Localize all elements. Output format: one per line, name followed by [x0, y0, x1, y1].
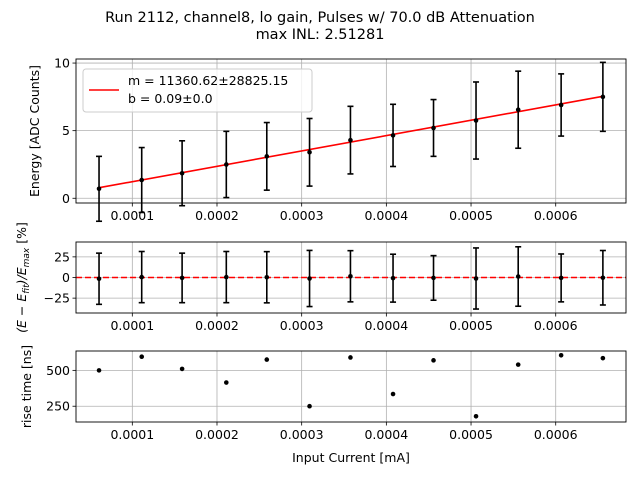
energy-legend: m = 11360.62±28825.15 b = 0.09±0.0 [82, 68, 313, 113]
energy-data-point [307, 149, 312, 155]
energy-ytick-label: 0 [62, 191, 70, 206]
residual-ylabel-sub1: fit [22, 284, 32, 294]
energy-data-point [390, 133, 396, 138]
energy-data-point [431, 125, 436, 131]
energy-ylabel: Energy [ADC Counts] [27, 65, 42, 197]
residual-data-point [431, 275, 436, 281]
risetime-xlabel: Input Current [mA] [292, 450, 410, 465]
risetime-data-point [224, 380, 229, 385]
risetime-ylabel: rise time [ns] [19, 345, 34, 428]
risetime-data-point [348, 355, 353, 360]
residual-data-point [348, 273, 353, 279]
residual-xtick-label: 0.0005 [449, 318, 493, 333]
risetime-ticks: 0.0001 0.0002 0.0003 0.0004 0.0005 0.0006 250 5… [46, 363, 577, 442]
risetime-data-point [473, 413, 479, 419]
residual-points [96, 245, 606, 310]
risetime-xtick-label: 0.0005 [449, 427, 493, 442]
residual-data-point [515, 274, 521, 279]
energy-data-point [139, 177, 145, 183]
energy-xtick-label: 0.0002 [195, 208, 239, 223]
risetime-ytick-label: 500 [46, 363, 70, 378]
risetime-data-point [179, 366, 185, 372]
residual-data-point [558, 275, 564, 281]
residual-xtick-label: 0.0006 [534, 318, 578, 333]
risetime-axes-frame [75, 350, 627, 423]
residual-panel: 0.0001 0.0002 0.0003 0.0004 0.0005 0.0006 −25 0… [14, 222, 627, 333]
residual-axes-frame [75, 241, 627, 314]
energy-data-point [179, 170, 185, 176]
residual-data-point [96, 276, 102, 282]
risetime-ytick-label: 250 [46, 399, 70, 414]
risetime-xtick-label: 0.0001 [110, 427, 154, 442]
energy-data-point [264, 154, 270, 159]
energy-data-point [224, 162, 229, 167]
energy-data-point [348, 137, 353, 143]
residual-data-point [473, 276, 479, 281]
residual-data-point [224, 274, 229, 280]
risetime-data-point [390, 391, 396, 397]
title-line-2: max INL: 2.51281 [256, 27, 385, 43]
risetime-xtick-label: 0.0004 [364, 427, 408, 442]
residual-ytick-label: −25 [44, 291, 70, 306]
energy-data-point [96, 186, 102, 192]
risetime-data-point [600, 355, 606, 361]
residual-data-point [390, 275, 396, 281]
residual-data-point [179, 275, 185, 281]
legend-entry-slope: m = 11360.62±28825.15 [128, 73, 288, 88]
energy-data-point [558, 102, 564, 108]
energy-xtick-label: 0.0004 [364, 208, 408, 223]
residual-ticks: 0.0001 0.0002 0.0003 0.0004 0.0005 0.0006 −25 0… [44, 249, 578, 333]
risetime-data-point [558, 353, 564, 358]
legend-box [82, 68, 313, 113]
residual-ytick-label: 25 [54, 249, 70, 264]
residual-xtick-label: 0.0001 [110, 318, 154, 333]
residual-xtick-label: 0.0004 [364, 318, 408, 333]
energy-panel: 0.0001 0.0002 0.0003 0.0004 0.0005 0.0006 0 5 10… [27, 56, 627, 223]
energy-ytick-label: 5 [62, 123, 70, 138]
risetime-data-point [431, 358, 436, 363]
energy-ticks: 0.0001 0.0002 0.0003 0.0004 0.0005 0.0006 0 5 10 [54, 56, 578, 223]
risetime-xtick-label: 0.0003 [280, 427, 324, 442]
residual-data-point [600, 275, 606, 281]
risetime-data-point [139, 354, 145, 360]
energy-points [96, 61, 606, 223]
residual-ylabel-base: (E − E [14, 294, 29, 333]
residual-ylabel-sub2: max [22, 247, 32, 267]
title-line-1: Run 2112, channel8, lo gain, Pulses w/ 7… [105, 10, 535, 26]
energy-xtick-label: 0.0003 [280, 208, 324, 223]
energy-xtick-label: 0.0001 [110, 208, 154, 223]
residual-ytick-label: 0 [62, 270, 70, 285]
residual-data-point [307, 276, 312, 281]
risetime-grid [76, 351, 626, 422]
residual-ylabel-tail: [%] [14, 222, 29, 248]
risetime-data-point [96, 368, 102, 373]
energy-ytick-label: 10 [54, 56, 70, 71]
energy-xtick-label: 0.0006 [534, 208, 578, 223]
legend-entry-intercept: b = 0.09±0.0 [128, 91, 213, 106]
residual-xtick-label: 0.0002 [195, 318, 239, 333]
residual-ylabel-mid: )/E [14, 267, 29, 285]
residual-xtick-label: 0.0003 [280, 318, 324, 333]
energy-data-point [600, 94, 606, 100]
risetime-points [96, 353, 606, 419]
risetime-data-point [264, 357, 270, 362]
residual-data-point [139, 274, 145, 280]
energy-data-point [473, 118, 479, 123]
residual-data-point [264, 274, 270, 280]
risetime-panel: 0.0001 0.0002 0.0003 0.0004 0.0005 0.0006 250 5… [19, 345, 627, 465]
energy-xtick-label: 0.0005 [449, 208, 493, 223]
energy-axes-frame [75, 58, 627, 204]
risetime-xtick-label: 0.0002 [195, 427, 239, 442]
risetime-data-point [515, 362, 521, 367]
risetime-xtick-label: 0.0006 [534, 427, 578, 442]
risetime-data-point [307, 403, 312, 409]
residual-ylabel: (E − Efit)/Emax [%] [14, 222, 32, 333]
energy-data-point [515, 107, 521, 113]
